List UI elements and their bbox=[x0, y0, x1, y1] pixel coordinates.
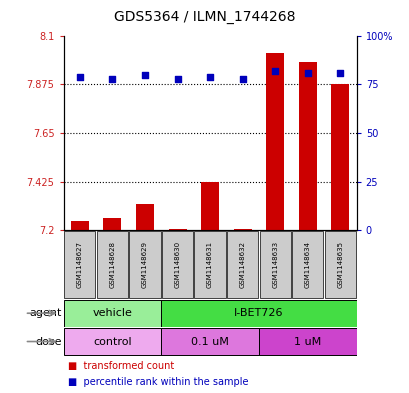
Text: GSM1148627: GSM1148627 bbox=[76, 241, 83, 288]
Bar bbox=[201, 182, 218, 230]
Bar bbox=[71, 220, 89, 230]
Text: vehicle: vehicle bbox=[92, 308, 132, 318]
Bar bbox=[129, 231, 160, 298]
Text: GSM1148630: GSM1148630 bbox=[174, 241, 180, 288]
Text: GSM1148629: GSM1148629 bbox=[142, 241, 148, 288]
Point bbox=[76, 73, 83, 80]
Text: I-BET726: I-BET726 bbox=[234, 308, 283, 318]
Bar bbox=[227, 231, 258, 298]
Text: ■  transformed count: ■ transformed count bbox=[67, 361, 173, 371]
Text: GSM1148635: GSM1148635 bbox=[337, 241, 343, 288]
Bar bbox=[298, 62, 316, 230]
Bar bbox=[259, 231, 290, 298]
Bar bbox=[63, 299, 161, 327]
Text: 0.1 uM: 0.1 uM bbox=[191, 336, 229, 347]
Bar bbox=[194, 231, 225, 298]
Bar bbox=[324, 231, 355, 298]
Point bbox=[239, 75, 245, 82]
Text: GDS5364 / ILMN_1744268: GDS5364 / ILMN_1744268 bbox=[114, 10, 295, 24]
Bar bbox=[233, 229, 251, 230]
Bar bbox=[103, 219, 121, 230]
Point bbox=[109, 75, 115, 82]
Bar bbox=[64, 231, 95, 298]
Text: dose: dose bbox=[35, 336, 61, 347]
Text: GSM1148628: GSM1148628 bbox=[109, 241, 115, 288]
Point bbox=[174, 75, 180, 82]
Bar bbox=[63, 328, 161, 355]
Text: ■  percentile rank within the sample: ■ percentile rank within the sample bbox=[67, 377, 247, 387]
Bar bbox=[97, 231, 128, 298]
Text: control: control bbox=[93, 336, 131, 347]
Point bbox=[271, 68, 278, 74]
Bar bbox=[266, 53, 283, 230]
Bar bbox=[162, 231, 193, 298]
Text: GSM1148634: GSM1148634 bbox=[304, 241, 310, 288]
Point bbox=[304, 70, 310, 76]
Point bbox=[206, 73, 213, 80]
Text: agent: agent bbox=[29, 308, 61, 318]
Text: GSM1148631: GSM1148631 bbox=[207, 241, 213, 288]
Point bbox=[336, 70, 343, 76]
Text: GSM1148632: GSM1148632 bbox=[239, 241, 245, 288]
Text: 1 uM: 1 uM bbox=[294, 336, 321, 347]
Bar bbox=[136, 204, 153, 230]
Bar bbox=[161, 299, 356, 327]
Bar bbox=[258, 328, 356, 355]
Bar bbox=[330, 84, 348, 230]
Point bbox=[142, 72, 148, 78]
Bar bbox=[292, 231, 323, 298]
Bar bbox=[161, 328, 258, 355]
Text: GSM1148633: GSM1148633 bbox=[272, 241, 278, 288]
Bar bbox=[168, 229, 186, 230]
